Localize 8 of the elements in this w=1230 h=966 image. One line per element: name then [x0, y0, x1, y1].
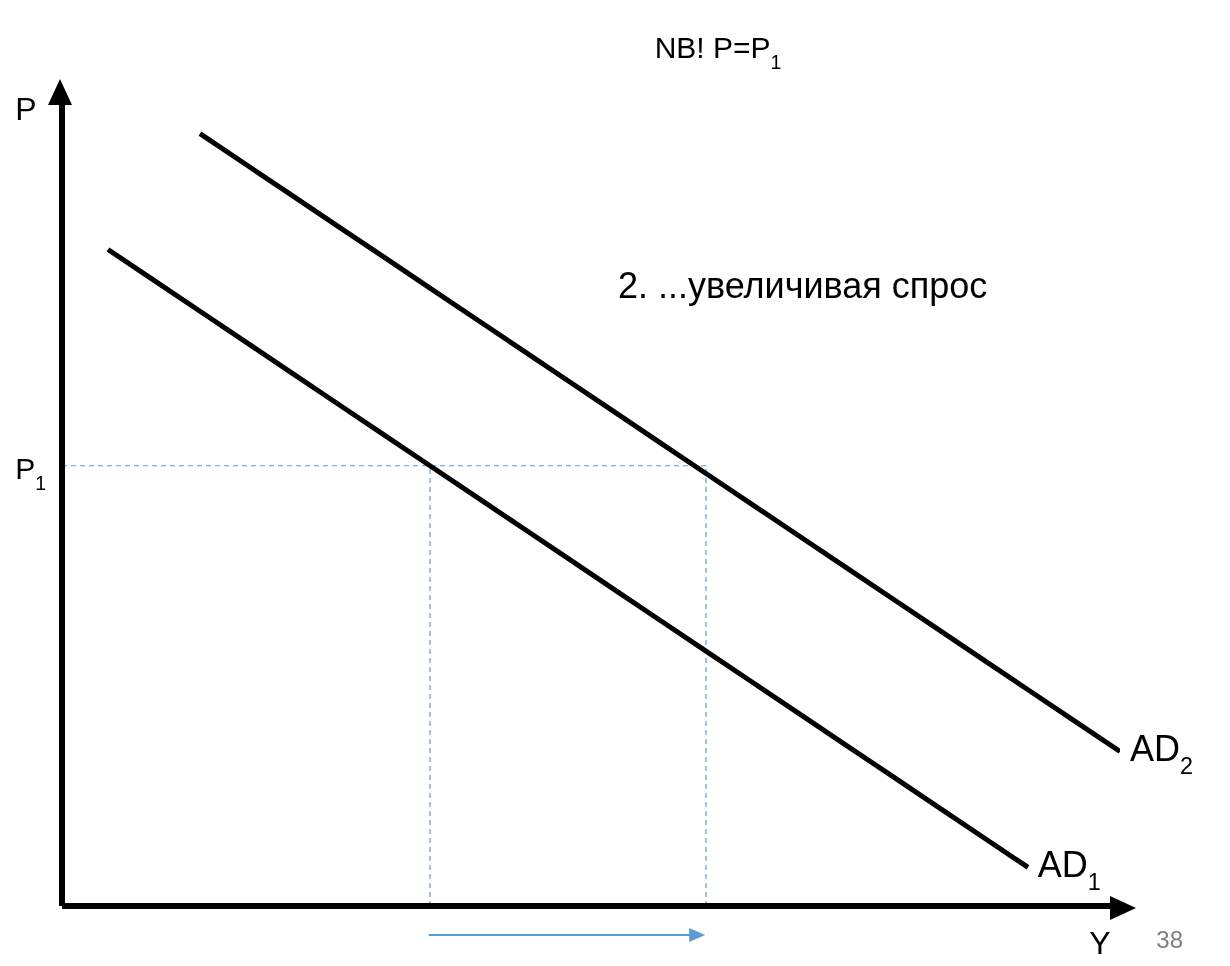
x-axis-title: Y — [1089, 925, 1111, 961]
chart-title: NB! P=P$_{1}$ — [654, 31, 782, 73]
y-axis-title: P — [15, 91, 37, 127]
series-label: AD$_{1}$ — [1037, 844, 1101, 896]
annotation: 2. ...увеличивая спрос — [618, 265, 988, 306]
text: 38 — [1156, 926, 1183, 953]
ref-line-label: P$_{1}$ — [15, 451, 46, 494]
series-label: AD$_{2}$ — [1130, 728, 1194, 780]
